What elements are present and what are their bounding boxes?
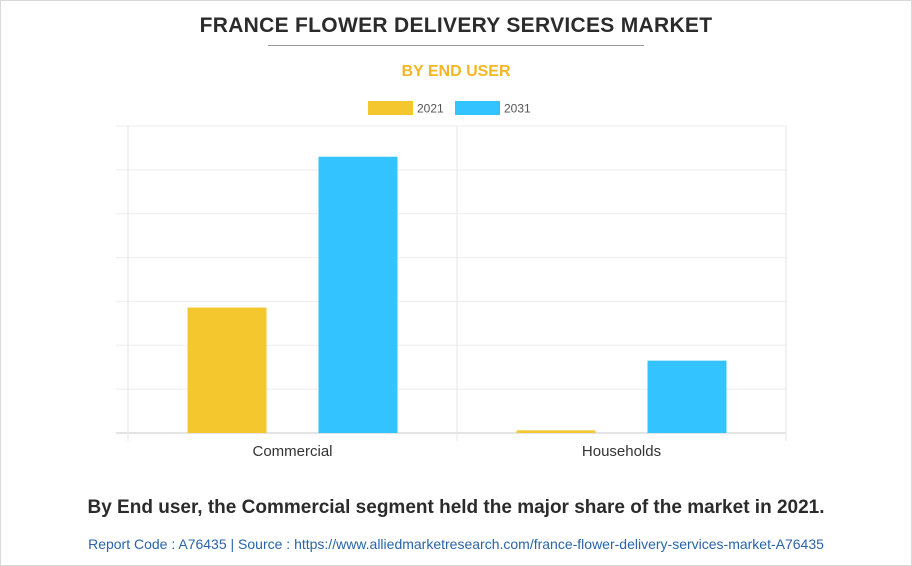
legend: 2021 2031 — [368, 101, 531, 116]
bar-2031-households — [647, 360, 727, 433]
legend-label: 2021 — [417, 102, 444, 116]
bar-2021-households — [516, 430, 596, 433]
source-footer[interactable]: Report Code : A76435 | Source : https://… — [88, 536, 824, 552]
x-tick-label: Households — [582, 443, 661, 460]
grid-lines — [116, 125, 787, 441]
legend-swatch — [368, 101, 413, 115]
bar-2021-commercial — [187, 307, 267, 433]
chart-subtitle: BY END USER — [401, 63, 511, 80]
legend-label: 2031 — [504, 102, 531, 116]
x-axis-labels: Commercial Households — [252, 443, 661, 460]
chart-title: FRANCE FLOWER DELIVERY SERVICES MARKET — [199, 14, 713, 37]
title-divider — [268, 45, 644, 46]
x-tick-label: Commercial — [252, 443, 332, 460]
legend-swatch — [455, 101, 500, 115]
bar-2031-commercial — [318, 156, 398, 433]
bars — [187, 156, 727, 433]
caption: By End user, the Commercial segment held… — [87, 497, 825, 518]
